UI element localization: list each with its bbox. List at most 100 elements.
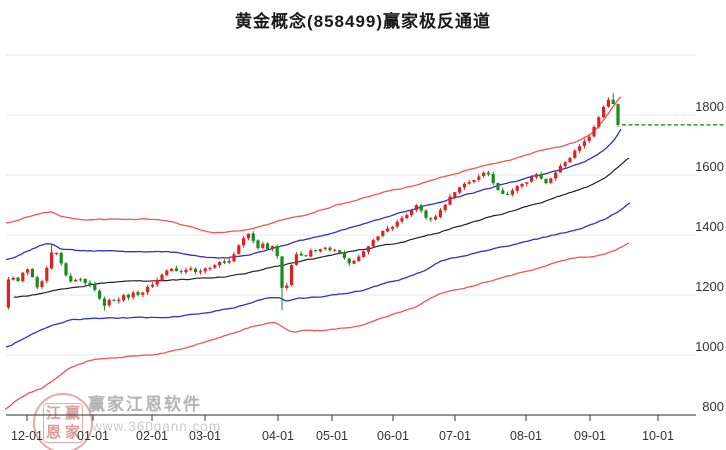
candle-down [544, 178, 548, 184]
candle-up [155, 279, 159, 285]
candle-up [467, 182, 471, 184]
candle-down [496, 182, 500, 190]
candle-down [126, 294, 130, 298]
candle-down [491, 174, 495, 184]
candle-up [261, 243, 265, 248]
candle-up [510, 190, 514, 195]
candle-up [189, 268, 193, 270]
candle-up [232, 254, 236, 262]
x-axis-tick-label: 08-01 [510, 429, 542, 443]
watermark-url-text: www.360gann.com [92, 419, 222, 434]
candle-up [352, 260, 356, 264]
candle-down [328, 247, 332, 251]
x-axis-tick-label: 10-01 [642, 429, 674, 443]
watermark-seal-characters: 江 赢 恩 家 [43, 403, 83, 443]
candle-up [285, 285, 289, 288]
channel-line-upper-outer-red [5, 96, 622, 234]
candle-down [102, 298, 106, 306]
channel-line-lower-inner-blue [5, 202, 631, 348]
candle-up [237, 245, 241, 254]
x-axis-tick-label: 05-01 [316, 429, 348, 443]
candle-down [347, 258, 351, 264]
candle-up [290, 264, 294, 286]
candle-up [357, 256, 361, 262]
candle-up [309, 250, 313, 257]
candle-up [568, 158, 572, 163]
candle-up [203, 268, 207, 272]
candle-up [54, 252, 58, 254]
candle-up [462, 183, 466, 188]
candle-up [40, 281, 44, 287]
candle-up [534, 174, 538, 178]
candle-down [275, 246, 279, 257]
candle-up [122, 295, 126, 301]
x-axis-tick-label: 09-01 [574, 429, 606, 443]
candle-up [333, 249, 337, 251]
candle-up [443, 204, 447, 211]
candle-up [6, 279, 10, 308]
candle-up [362, 251, 366, 257]
candle-up [520, 183, 524, 187]
candle-down [338, 250, 342, 253]
y-axis-label: 1200 [695, 279, 724, 294]
candle-up [515, 186, 519, 191]
candle-up [381, 230, 385, 236]
y-axis-label: 1800 [695, 99, 724, 114]
candle-down [429, 218, 433, 220]
candle-down [30, 268, 34, 278]
candle-down [83, 278, 87, 284]
candle-up [165, 270, 169, 276]
x-axis-tick-label: 07-01 [439, 429, 471, 443]
candle-up [318, 249, 322, 252]
candle-up [74, 279, 78, 282]
candle-up [438, 210, 442, 217]
candle-up [376, 236, 380, 241]
candle-up [227, 260, 231, 263]
candle-down [112, 299, 116, 301]
candle-down [266, 243, 270, 249]
candle-up [477, 176, 481, 180]
candle-up [549, 178, 553, 183]
y-axis-label: 1000 [695, 339, 724, 354]
candle-up [198, 271, 202, 273]
candle-up [482, 172, 486, 177]
candle-up [390, 226, 394, 229]
candle-up [587, 136, 591, 141]
candle-up [602, 106, 606, 118]
candle-up [453, 192, 457, 197]
seal-char: 恩 [45, 424, 61, 441]
candle-up [530, 177, 534, 182]
candle-up [371, 240, 375, 247]
y-axis-label: 1400 [695, 219, 724, 234]
chart-title: 黄金概念(858499)赢家极反通道 [234, 12, 492, 31]
candle-up [294, 254, 298, 265]
x-axis-tick-label: 01-01 [77, 429, 109, 443]
candle-down [98, 290, 102, 299]
candle-up [582, 141, 586, 146]
candle-up [606, 99, 610, 107]
candle-down [299, 253, 303, 256]
candle-down [194, 268, 198, 273]
candle-down [342, 252, 346, 259]
candle-down [64, 263, 68, 276]
candle-up [448, 196, 452, 205]
x-axis-tick-label: 12-01 [11, 429, 43, 443]
candle-up [410, 210, 414, 216]
y-axis-label: 1600 [695, 159, 724, 174]
candle-up [141, 292, 145, 295]
candle-up [563, 162, 567, 167]
candle-up [160, 274, 164, 280]
candle-up [458, 187, 462, 193]
seal-char: 家 [64, 424, 80, 441]
candle-up [117, 299, 121, 302]
candle-down [424, 210, 428, 218]
candle-up [592, 126, 596, 137]
candle-up [597, 117, 601, 127]
channel-line-lower-outer-red [4, 242, 630, 410]
candle-down [314, 250, 318, 252]
candle-up [405, 215, 409, 219]
candle-up [472, 180, 476, 182]
candle-up [578, 146, 582, 151]
